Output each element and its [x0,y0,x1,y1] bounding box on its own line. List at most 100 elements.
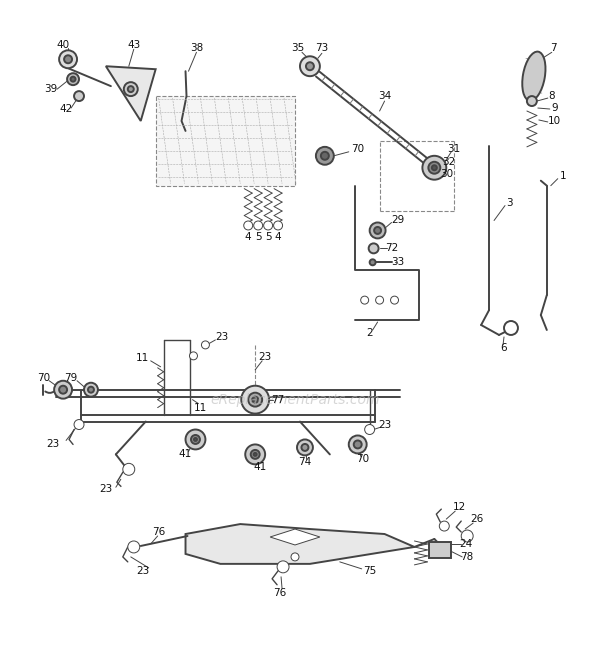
Text: 29: 29 [391,215,404,225]
Text: 74: 74 [299,458,312,467]
Circle shape [59,385,67,394]
Text: 4: 4 [275,232,281,242]
Text: eReplacementParts.com: eReplacementParts.com [210,393,380,407]
Circle shape [248,393,262,407]
Text: 5: 5 [265,232,271,242]
Text: 11: 11 [136,353,149,363]
Text: 32: 32 [442,157,456,167]
Circle shape [124,82,137,96]
Text: 24: 24 [460,539,473,549]
Circle shape [245,445,265,464]
Text: 70: 70 [356,454,369,464]
Circle shape [316,147,334,165]
Circle shape [374,227,381,234]
Text: 41: 41 [179,449,192,460]
Text: 41: 41 [254,462,267,473]
Text: 8: 8 [549,91,555,101]
Circle shape [71,77,76,81]
Ellipse shape [522,51,546,101]
Circle shape [128,86,134,92]
Circle shape [252,396,258,402]
Text: 23: 23 [378,419,391,430]
Circle shape [297,439,313,456]
Polygon shape [185,524,414,564]
Circle shape [504,321,518,335]
Circle shape [251,450,260,459]
Text: 23: 23 [216,332,229,342]
Circle shape [370,223,386,238]
Text: 75: 75 [363,566,376,576]
Circle shape [428,162,440,174]
Text: 78: 78 [461,552,474,562]
Circle shape [84,383,98,396]
Text: 5: 5 [255,232,261,242]
Circle shape [194,438,197,441]
Circle shape [432,165,437,170]
Circle shape [274,221,283,230]
Text: 70: 70 [351,144,364,154]
Circle shape [59,50,77,68]
Circle shape [422,156,446,180]
Circle shape [291,553,299,561]
Circle shape [306,62,314,70]
Text: 34: 34 [378,91,391,101]
Circle shape [54,381,72,398]
Circle shape [67,73,79,85]
Circle shape [527,96,537,106]
Text: 31: 31 [448,144,461,154]
Text: 38: 38 [190,44,203,53]
Circle shape [191,435,200,444]
Text: 72: 72 [385,243,398,253]
Circle shape [74,91,84,101]
Circle shape [244,221,253,230]
Text: 4: 4 [245,232,251,242]
Text: 73: 73 [315,44,329,53]
Circle shape [241,385,269,413]
Circle shape [440,521,449,531]
Circle shape [123,464,135,475]
Circle shape [88,387,94,393]
Text: 6: 6 [501,343,507,353]
Text: 7: 7 [550,44,557,53]
Circle shape [189,352,198,360]
Text: 23: 23 [99,484,113,494]
Text: 43: 43 [127,40,140,50]
Text: 35: 35 [291,44,304,53]
Text: 70: 70 [37,373,50,383]
Polygon shape [270,529,320,545]
Circle shape [349,436,366,453]
Circle shape [201,341,209,349]
Text: 40: 40 [57,40,70,50]
Circle shape [365,424,375,434]
Circle shape [354,441,362,449]
Circle shape [254,221,263,230]
FancyBboxPatch shape [156,96,295,186]
Circle shape [64,55,72,63]
Text: 23: 23 [47,439,60,449]
Text: 11: 11 [194,402,207,413]
Circle shape [321,152,329,159]
Circle shape [277,561,289,573]
Text: 33: 33 [391,257,404,268]
Text: 3: 3 [506,198,512,208]
Text: 23: 23 [136,566,149,576]
Text: 76: 76 [152,527,165,537]
Circle shape [370,259,376,266]
Polygon shape [106,66,156,121]
Text: 42: 42 [60,104,73,114]
Text: 1: 1 [559,171,566,181]
Text: 9: 9 [552,103,558,113]
Circle shape [360,296,369,304]
Text: 26: 26 [470,514,484,524]
Text: 12: 12 [453,502,466,512]
Circle shape [391,296,398,304]
Circle shape [300,56,320,76]
Circle shape [254,453,257,456]
Text: 30: 30 [440,169,453,179]
Circle shape [369,243,379,253]
Text: 10: 10 [548,116,561,126]
Circle shape [264,221,273,230]
Text: 76: 76 [273,588,287,598]
Text: 2: 2 [366,328,373,338]
Text: 79: 79 [64,373,78,383]
